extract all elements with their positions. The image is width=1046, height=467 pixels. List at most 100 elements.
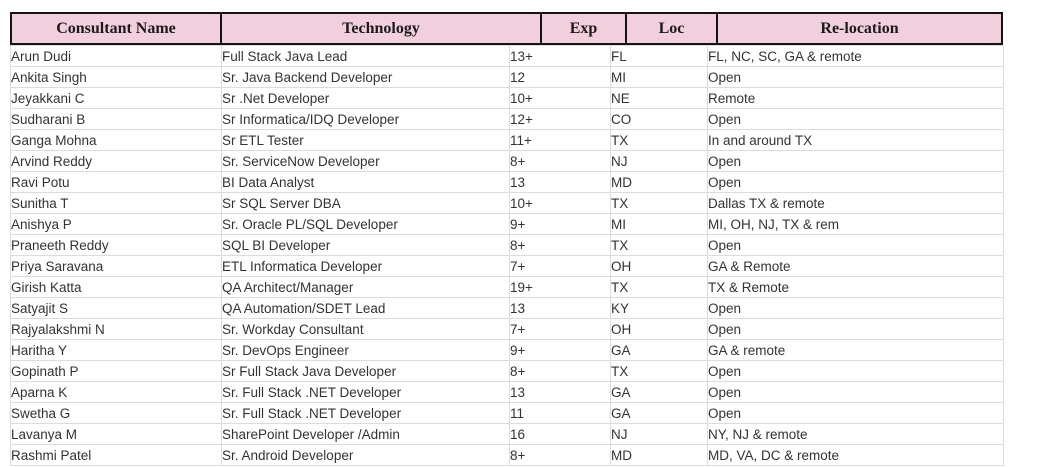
cell-exp: 8+ <box>509 234 611 256</box>
cell-consultant-name: Ganga Mohna <box>10 129 222 151</box>
header-technology: Technology <box>222 14 542 43</box>
cell-exp: 11 <box>509 402 611 424</box>
cell-exp: 8+ <box>509 360 611 382</box>
cell-exp: 10+ <box>509 87 611 109</box>
cell-relocation: Open <box>707 150 1004 172</box>
cell-relocation: Open <box>707 108 1004 130</box>
cell-loc: TX <box>610 129 708 151</box>
cell-loc: CO <box>610 108 708 130</box>
table-row: Rajyalakshmi N Sr. Workday Consultant 7+… <box>10 318 1004 340</box>
cell-relocation: Open <box>707 360 1004 382</box>
cell-technology: Sr. Workday Consultant <box>221 318 510 340</box>
cell-technology: ETL Informatica Developer <box>221 255 510 277</box>
cell-relocation: Open <box>707 318 1004 340</box>
table-row: Arun Dudi Full Stack Java Lead 13+ FL FL… <box>10 45 1004 67</box>
table-row: Arvind Reddy Sr. ServiceNow Developer 8+… <box>10 150 1004 172</box>
cell-loc: GA <box>610 402 708 424</box>
cell-consultant-name: Swetha G <box>10 402 222 424</box>
cell-exp: 19+ <box>509 276 611 298</box>
cell-technology: SQL BI Developer <box>221 234 510 256</box>
cell-technology: BI Data Analyst <box>221 171 510 193</box>
table-row: Haritha Y Sr. DevOps Engineer 9+ GA GA &… <box>10 339 1004 361</box>
cell-technology: Sr Full Stack Java Developer <box>221 360 510 382</box>
cell-consultant-name: Ankita Singh <box>10 66 222 88</box>
header-consultant-name: Consultant Name <box>12 14 222 43</box>
cell-relocation: GA & Remote <box>707 255 1004 277</box>
header-exp: Exp <box>542 14 627 43</box>
cell-technology: Sr ETL Tester <box>221 129 510 151</box>
cell-loc: GA <box>610 381 708 403</box>
cell-consultant-name: Anishya P <box>10 213 222 235</box>
cell-consultant-name: Satyajit S <box>10 297 222 319</box>
cell-loc: NJ <box>610 423 708 445</box>
cell-consultant-name: Ravi Potu <box>10 171 222 193</box>
cell-relocation: Open <box>707 381 1004 403</box>
cell-exp: 16 <box>509 423 611 445</box>
table-row: Sudharani B Sr Informatica/IDQ Developer… <box>10 108 1004 130</box>
cell-exp: 13+ <box>509 45 611 67</box>
cell-exp: 9+ <box>509 339 611 361</box>
cell-relocation: NY, NJ & remote <box>707 423 1004 445</box>
cell-exp: 12+ <box>509 108 611 130</box>
cell-technology: Sr. Full Stack .NET Developer <box>221 402 510 424</box>
cell-technology: QA Automation/SDET Lead <box>221 297 510 319</box>
cell-exp: 13 <box>509 297 611 319</box>
header-relocation: Re-location <box>820 19 899 37</box>
cell-exp: 8+ <box>509 444 611 466</box>
table-row: Ankita Singh Sr. Java Backend Developer … <box>10 66 1004 88</box>
table-row: Ravi Potu BI Data Analyst 13 MD Open <box>10 171 1004 193</box>
cell-loc: MD <box>610 444 708 466</box>
cell-consultant-name: Lavanya M <box>10 423 222 445</box>
cell-consultant-name: Arvind Reddy <box>10 150 222 172</box>
table-row: Rashmi Patel Sr. Android Developer 8+ MD… <box>10 444 1004 466</box>
cell-technology: Sr. Full Stack .NET Developer <box>221 381 510 403</box>
consultant-hotlist-table: Consultant Name Technology Exp Loc Re-lo… <box>10 12 1004 466</box>
table-row: Aparna K Sr. Full Stack .NET Developer 1… <box>10 381 1004 403</box>
cell-exp: 8+ <box>509 150 611 172</box>
cell-relocation: TX & Remote <box>707 276 1004 298</box>
cell-loc: MI <box>610 66 708 88</box>
cell-exp: 13 <box>509 171 611 193</box>
table-row: Praneeth Reddy SQL BI Developer 8+ TX Op… <box>10 234 1004 256</box>
cell-consultant-name: Jeyakkani C <box>10 87 222 109</box>
cell-relocation: MI, OH, NJ, TX & rem <box>707 213 1004 235</box>
cell-technology: Sr .Net Developer <box>221 87 510 109</box>
cell-consultant-name: Rashmi Patel <box>10 444 222 466</box>
cell-technology: Full Stack Java Lead <box>221 45 510 67</box>
cell-loc: TX <box>610 360 708 382</box>
cell-consultant-name: Sunitha T <box>10 192 222 214</box>
cell-technology: Sr. ServiceNow Developer <box>221 150 510 172</box>
table-row: Satyajit S QA Automation/SDET Lead 13 KY… <box>10 297 1004 319</box>
cell-consultant-name: Rajyalakshmi N <box>10 318 222 340</box>
cell-relocation: Open <box>707 297 1004 319</box>
table-row: Lavanya M SharePoint Developer /Admin 16… <box>10 423 1004 445</box>
cell-consultant-name: Priya Saravana <box>10 255 222 277</box>
cell-technology: QA Architect/Manager <box>221 276 510 298</box>
cell-technology: Sr Informatica/IDQ Developer <box>221 108 510 130</box>
cell-relocation: Dallas TX & remote <box>707 192 1004 214</box>
cell-exp: 7+ <box>509 255 611 277</box>
cell-loc: TX <box>610 234 708 256</box>
cell-exp: 9+ <box>509 213 611 235</box>
table-header-row: Consultant Name Technology Exp Loc Re-lo… <box>10 12 1003 45</box>
cell-consultant-name: Haritha Y <box>10 339 222 361</box>
cell-exp: 12 <box>509 66 611 88</box>
cell-exp: 13 <box>509 381 611 403</box>
cell-consultant-name: Praneeth Reddy <box>10 234 222 256</box>
cell-loc: NJ <box>610 150 708 172</box>
cell-loc: MD <box>610 171 708 193</box>
table-row: Girish Katta QA Architect/Manager 19+ TX… <box>10 276 1004 298</box>
cell-loc: TX <box>610 276 708 298</box>
cell-relocation: MD, VA, DC & remote <box>707 444 1004 466</box>
table-row: Sunitha T Sr SQL Server DBA 10+ TX Dalla… <box>10 192 1004 214</box>
table-row: Gopinath P Sr Full Stack Java Developer … <box>10 360 1004 382</box>
cell-loc: KY <box>610 297 708 319</box>
table-row: Priya Saravana ETL Informatica Developer… <box>10 255 1004 277</box>
cell-consultant-name: Girish Katta <box>10 276 222 298</box>
cell-relocation: Open <box>707 66 1004 88</box>
cell-exp: 10+ <box>509 192 611 214</box>
cell-relocation: Open <box>707 402 1004 424</box>
table-row: Ganga Mohna Sr ETL Tester 11+ TX In and … <box>10 129 1004 151</box>
cell-consultant-name: Aparna K <box>10 381 222 403</box>
cell-relocation: Remote <box>707 87 1004 109</box>
